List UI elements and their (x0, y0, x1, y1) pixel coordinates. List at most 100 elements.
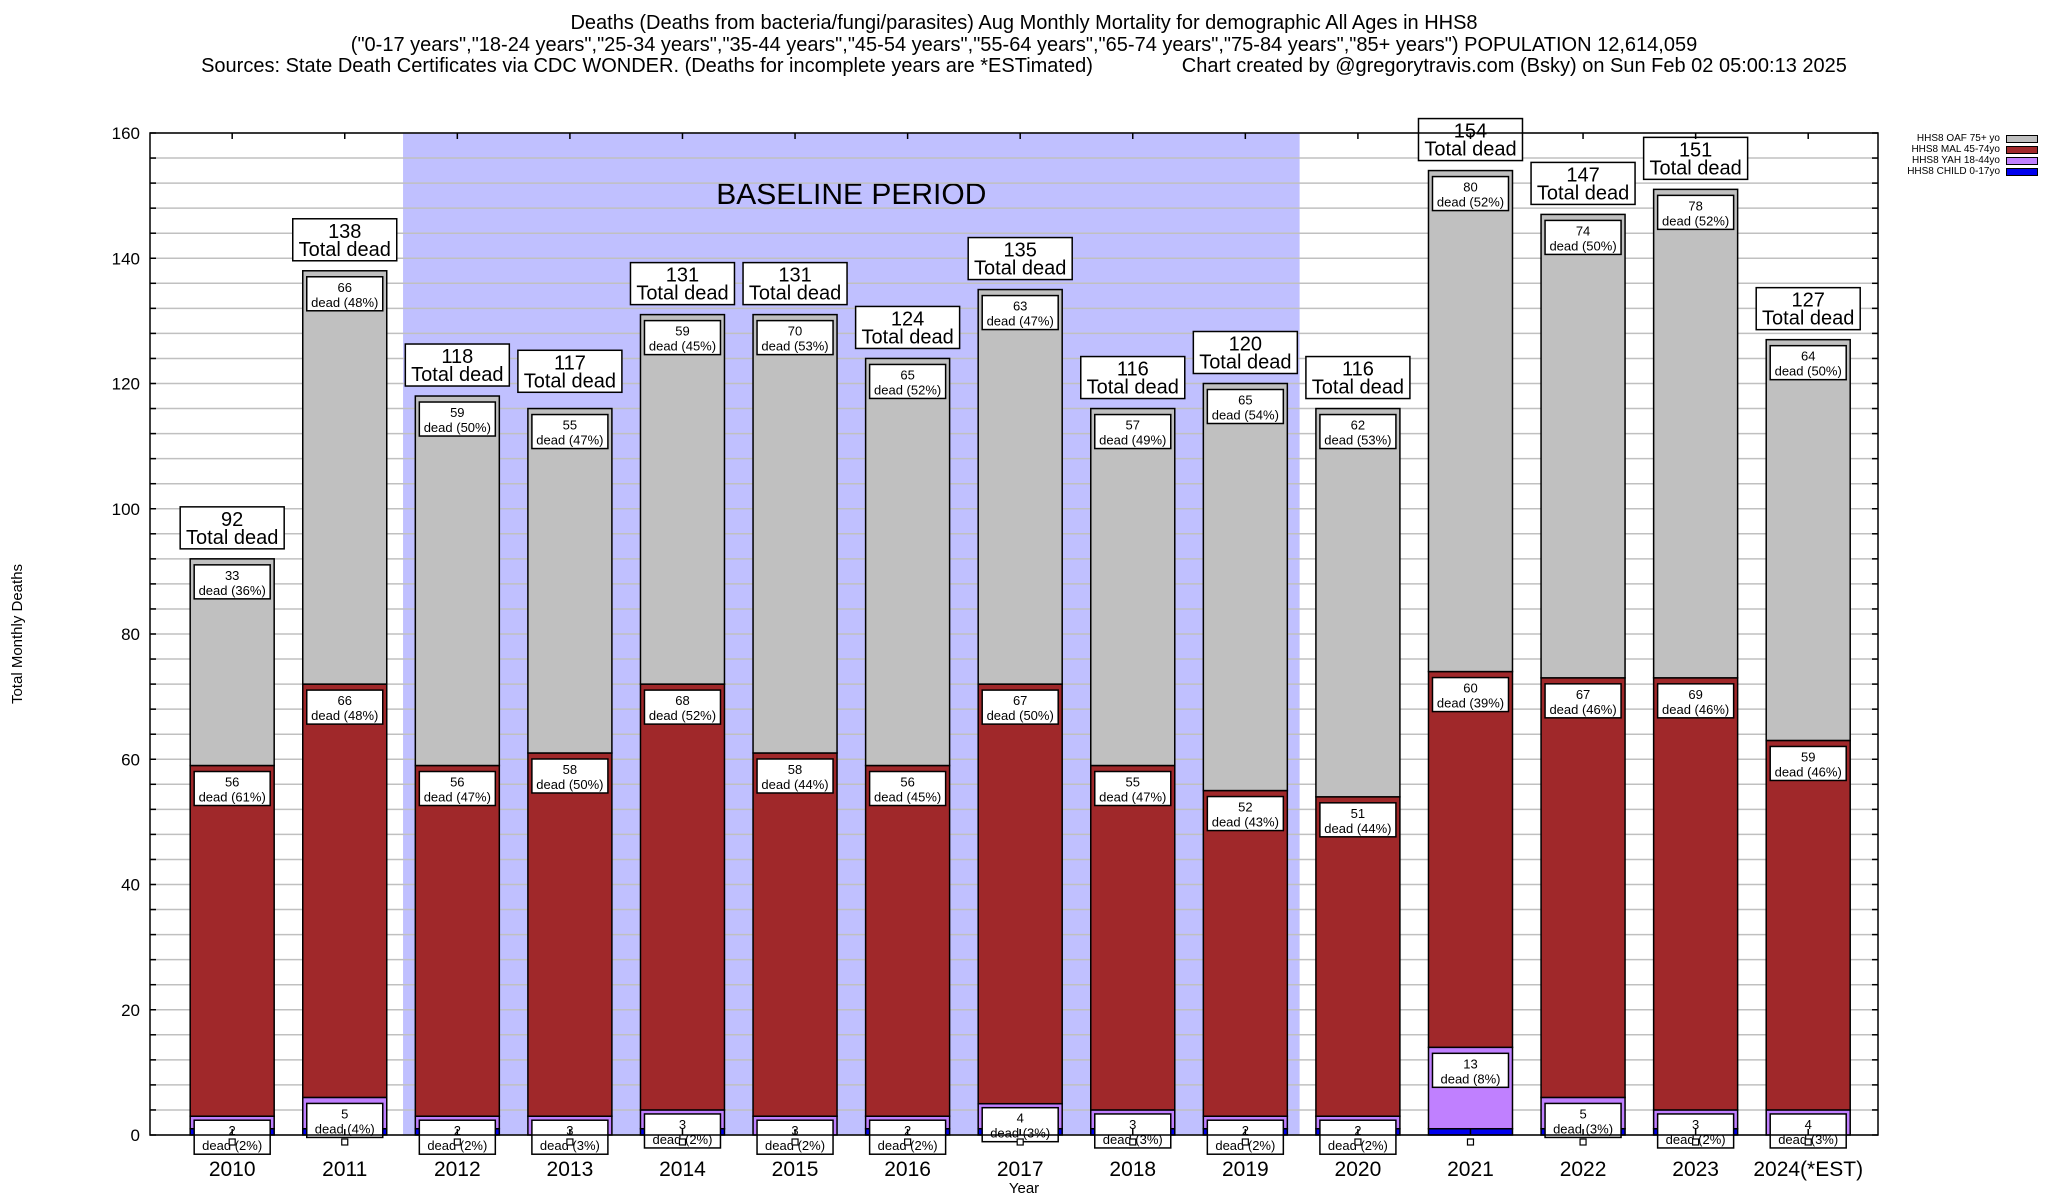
bar-segment-oaf (414, 395, 501, 767)
segment-pct-label: dead (43%) (1212, 815, 1279, 830)
segment-pct-label: dead (50%) (1775, 364, 1842, 379)
segment-label-box (418, 401, 497, 437)
segment-pct-label: dead (52%) (649, 708, 716, 723)
y-tick-label: 0 (131, 1126, 140, 1145)
segment-label-box (1656, 194, 1735, 231)
bar-segment-oaf (1090, 407, 1176, 767)
segment-value-label: 58 (563, 762, 577, 777)
segment-label-box (1544, 219, 1622, 256)
bar-segment-oaf (639, 313, 726, 685)
segment-label-box (1319, 413, 1397, 450)
segment-value-label: 4 (1017, 1111, 1024, 1126)
point-marker (453, 1138, 461, 1146)
bar-segment-mal (639, 683, 726, 1111)
segment-pct-label: dead (39%) (1437, 696, 1504, 711)
segment-pct-label: dead (52%) (1662, 213, 1729, 228)
segment-label-box (643, 319, 722, 356)
total-value-label: 92 (221, 509, 243, 531)
x-tick-label: 2024(*EST) (1753, 1158, 1863, 1181)
segment-value-label: 58 (788, 762, 802, 777)
bar-segment-oaf (1540, 213, 1626, 679)
segment-pct-label: dead (2%) (1328, 1138, 1388, 1153)
segment-pct-label: dead (45%) (649, 339, 716, 354)
segment-value-label: 55 (563, 418, 577, 433)
bar-segment-mal (189, 764, 275, 1117)
segment-label-box (1206, 795, 1285, 832)
total-dead-label: Total dead (749, 283, 841, 305)
legend-swatch (2006, 134, 2038, 143)
total-label-box (179, 506, 285, 550)
segment-value-label: 66 (338, 693, 352, 708)
segment-value-label: 56 (450, 775, 464, 790)
total-label-box (1417, 117, 1524, 162)
point-marker (1241, 1138, 1249, 1146)
segment-pct-label: dead (2%) (427, 1138, 487, 1153)
segment-value-label: 62 (1351, 418, 1365, 433)
segment-value-label: 80 (1463, 180, 1477, 195)
segment-value-label: 3 (1129, 1117, 1136, 1132)
total-label-box (1642, 136, 1749, 181)
bar-segment-oaf (527, 407, 613, 754)
total-value-label: 118 (441, 346, 473, 368)
segment-label-box (531, 758, 609, 794)
legend-label: HHS8 YAH 18-44yo (1911, 155, 2000, 166)
segment-label-box (418, 770, 497, 807)
total-label-box (292, 218, 398, 262)
total-value-label: 151 (1679, 139, 1712, 161)
segment-pct-label: dead (48%) (311, 708, 378, 723)
x-tick-label: 2016 (884, 1158, 931, 1181)
segment-value-label: 65 (1238, 393, 1252, 408)
segment-value-label: 5 (341, 1106, 348, 1121)
legend-item: HHS8 MAL 45-74yo (1911, 144, 2038, 155)
segment-value-label: 60 (1463, 681, 1477, 696)
segment-value-label: 51 (1351, 806, 1365, 821)
bar-segment-oaf (1765, 338, 1851, 742)
segment-label-box (306, 689, 384, 725)
chart-sources-credit: Sources: State Death Certificates via CD… (0, 55, 2048, 77)
segment-label-box (1206, 1119, 1285, 1155)
segment-value-label: 67 (1576, 687, 1590, 702)
segment-pct-label: dead (50%) (424, 420, 491, 435)
bar-segment-mal (1540, 677, 1626, 1099)
total-value-label: 116 (1342, 359, 1374, 381)
x-tick-label: 2021 (1447, 1158, 1494, 1181)
total-value-label: 131 (778, 265, 811, 287)
segment-label-box (756, 758, 834, 794)
segment-value-label: 67 (1013, 693, 1027, 708)
x-tick-label: 2012 (434, 1158, 481, 1181)
y-tick-label: 80 (121, 625, 140, 644)
total-value-label: 147 (1566, 164, 1599, 186)
total-dead-label: Total dead (1762, 308, 1854, 330)
legend-swatch (2006, 167, 2038, 176)
legend-item: HHS8 CHILD 0-17yo (1907, 166, 2038, 177)
segment-value-label: 3 (1692, 1117, 1699, 1132)
segment-pct-label: dead (36%) (199, 583, 266, 598)
y-axis-label: Total Monthly Deaths (9, 564, 26, 704)
x-axis-label: Year (1009, 1180, 1039, 1197)
x-tick-label: 2011 (322, 1158, 367, 1181)
segment-pct-label: dead (47%) (1099, 790, 1166, 805)
point-marker (228, 1138, 236, 1146)
total-label-box (404, 343, 511, 387)
segment-label-box (531, 1119, 609, 1155)
bar-segment-mal (1427, 670, 1514, 1049)
legend-item: HHS8 OAF 75+ yo (1917, 133, 2038, 144)
segment-label-box (531, 413, 609, 450)
segment-label-box (1544, 683, 1622, 719)
chart-subtitle: ("0-17 years","18-24 years","25-34 years… (350, 34, 1698, 56)
sources-text: Sources: State Death Certificates via CD… (201, 55, 1093, 77)
total-value-label: 138 (328, 221, 361, 243)
total-dead-label: Total dead (1312, 377, 1404, 399)
point-marker (1016, 1138, 1024, 1146)
bar-segment-mal (977, 683, 1063, 1105)
total-dead-label: Total dead (1199, 352, 1291, 374)
segment-pct-label: dead (47%) (424, 790, 491, 805)
x-tick-label: 2018 (1109, 1158, 1156, 1181)
total-dead-label: Total dead (524, 370, 616, 392)
point-marker (678, 1138, 687, 1146)
bar-segment-oaf (864, 357, 951, 767)
point-marker (791, 1138, 799, 1146)
segment-value-label: 52 (1238, 800, 1252, 815)
total-value-label: 127 (1792, 290, 1825, 312)
